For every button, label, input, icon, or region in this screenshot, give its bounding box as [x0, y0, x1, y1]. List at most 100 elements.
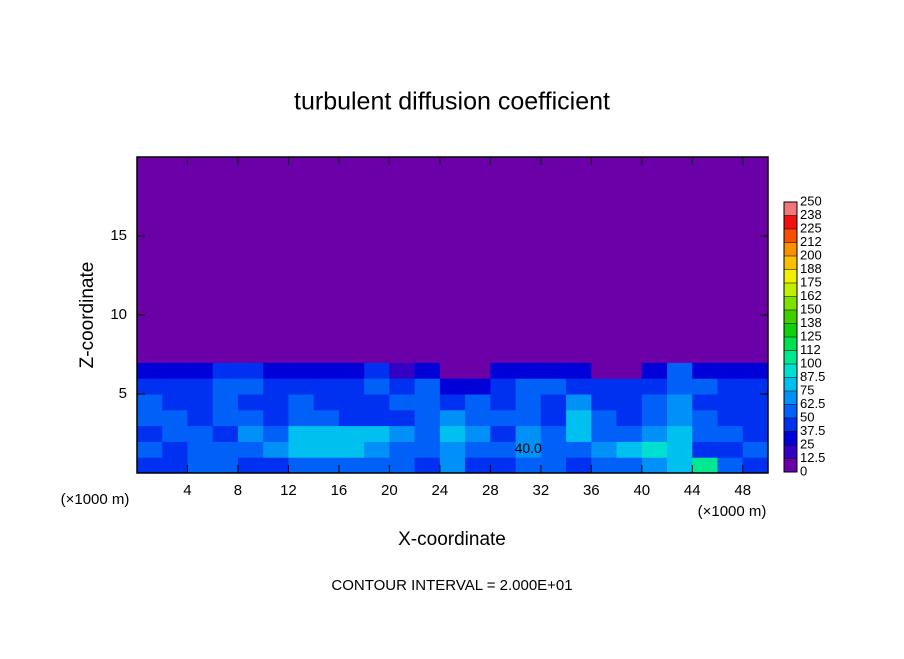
cell: [540, 409, 567, 427]
cell: [313, 441, 340, 458]
cell: [591, 409, 618, 427]
colorbar-band: [784, 323, 797, 337]
x-tick-label: 48: [734, 482, 751, 499]
cell: [515, 157, 542, 363]
colorbar-band: [784, 404, 797, 418]
cell: [414, 457, 441, 474]
cell: [187, 394, 214, 411]
cell: [263, 457, 289, 474]
colorbar-tick-label: 125: [800, 328, 822, 343]
colorbar-tick-label: 0: [800, 463, 807, 478]
colorbar-band: [784, 242, 797, 256]
y-tick-label: 15: [110, 227, 127, 244]
cell: [313, 409, 340, 427]
cell: [717, 425, 744, 442]
x-tick-label: 44: [684, 482, 701, 499]
cell: [439, 394, 466, 411]
colorbar-tick-label: 250: [800, 193, 822, 208]
colorbar-band: [784, 418, 797, 432]
cell: [515, 394, 542, 411]
cell: [667, 457, 693, 474]
cell: [717, 362, 744, 379]
cell: [439, 441, 466, 458]
colorbar-tick-label: 162: [800, 288, 822, 303]
cell: [439, 425, 466, 442]
cell: [338, 378, 365, 395]
cell: [692, 441, 719, 458]
cell: [591, 425, 618, 442]
cell: [288, 409, 315, 427]
cell: [364, 157, 390, 363]
cell: [490, 457, 517, 474]
cell: [692, 378, 719, 395]
x-tick-label: 8: [234, 482, 242, 499]
chart-title: turbulent diffusion coefficient: [294, 88, 610, 116]
cell: [566, 362, 592, 379]
cell: [641, 394, 668, 411]
cell: [313, 394, 340, 411]
cell: [591, 378, 618, 395]
cell: [187, 457, 214, 474]
cell: [667, 441, 693, 458]
cell: [515, 409, 542, 427]
cell: [717, 157, 744, 363]
cell: [641, 362, 668, 379]
cell: [414, 441, 441, 458]
colorbar-band: [784, 283, 797, 297]
colorbar-tick-label: 50: [800, 409, 814, 424]
cell: [338, 157, 365, 363]
cell: [692, 394, 719, 411]
cell: [237, 457, 264, 474]
cell: [263, 157, 289, 363]
cell: [137, 394, 163, 411]
cell: [389, 409, 416, 427]
cell: [364, 394, 390, 411]
colorbar-band: [784, 445, 797, 459]
cell: [641, 157, 668, 363]
cell: [742, 394, 769, 411]
cell: [490, 362, 517, 379]
x-tick-label: 32: [532, 482, 549, 499]
cell: [515, 425, 542, 442]
cell: [364, 425, 390, 442]
cell: [566, 378, 592, 395]
cell: [742, 409, 769, 427]
cell: [212, 378, 239, 395]
cell: [717, 394, 744, 411]
cell: [212, 362, 239, 379]
cell: [137, 157, 163, 363]
cell: [212, 409, 239, 427]
cell: [616, 425, 643, 442]
colorbar-band: [784, 364, 797, 378]
cell: [540, 441, 567, 458]
cell: [137, 409, 163, 427]
cell: [540, 362, 567, 379]
colorbar-band: [784, 458, 797, 472]
x-tick-label: 36: [583, 482, 600, 499]
cell: [212, 457, 239, 474]
x-unit-label: (×1000 m): [61, 491, 130, 508]
cell: [515, 378, 542, 395]
cell: [162, 362, 188, 379]
cell: [338, 362, 365, 379]
x-tick-label: 4: [183, 482, 191, 499]
cell: [288, 157, 315, 363]
colorbar-band: [784, 202, 797, 216]
cell: [389, 457, 416, 474]
cell: [212, 157, 239, 363]
cell: [540, 425, 567, 442]
cell: [237, 394, 264, 411]
cell: [364, 441, 390, 458]
cell: [540, 394, 567, 411]
cell: [288, 394, 315, 411]
colorbar-tick-label: 100: [800, 355, 822, 370]
cell: [465, 409, 491, 427]
cell: [237, 378, 264, 395]
cell: [364, 409, 390, 427]
colorbar-tick-label: 150: [800, 301, 822, 316]
cell: [641, 409, 668, 427]
cell: [616, 441, 643, 458]
cell: [692, 425, 719, 442]
cell: [692, 157, 719, 363]
cell: [414, 409, 441, 427]
